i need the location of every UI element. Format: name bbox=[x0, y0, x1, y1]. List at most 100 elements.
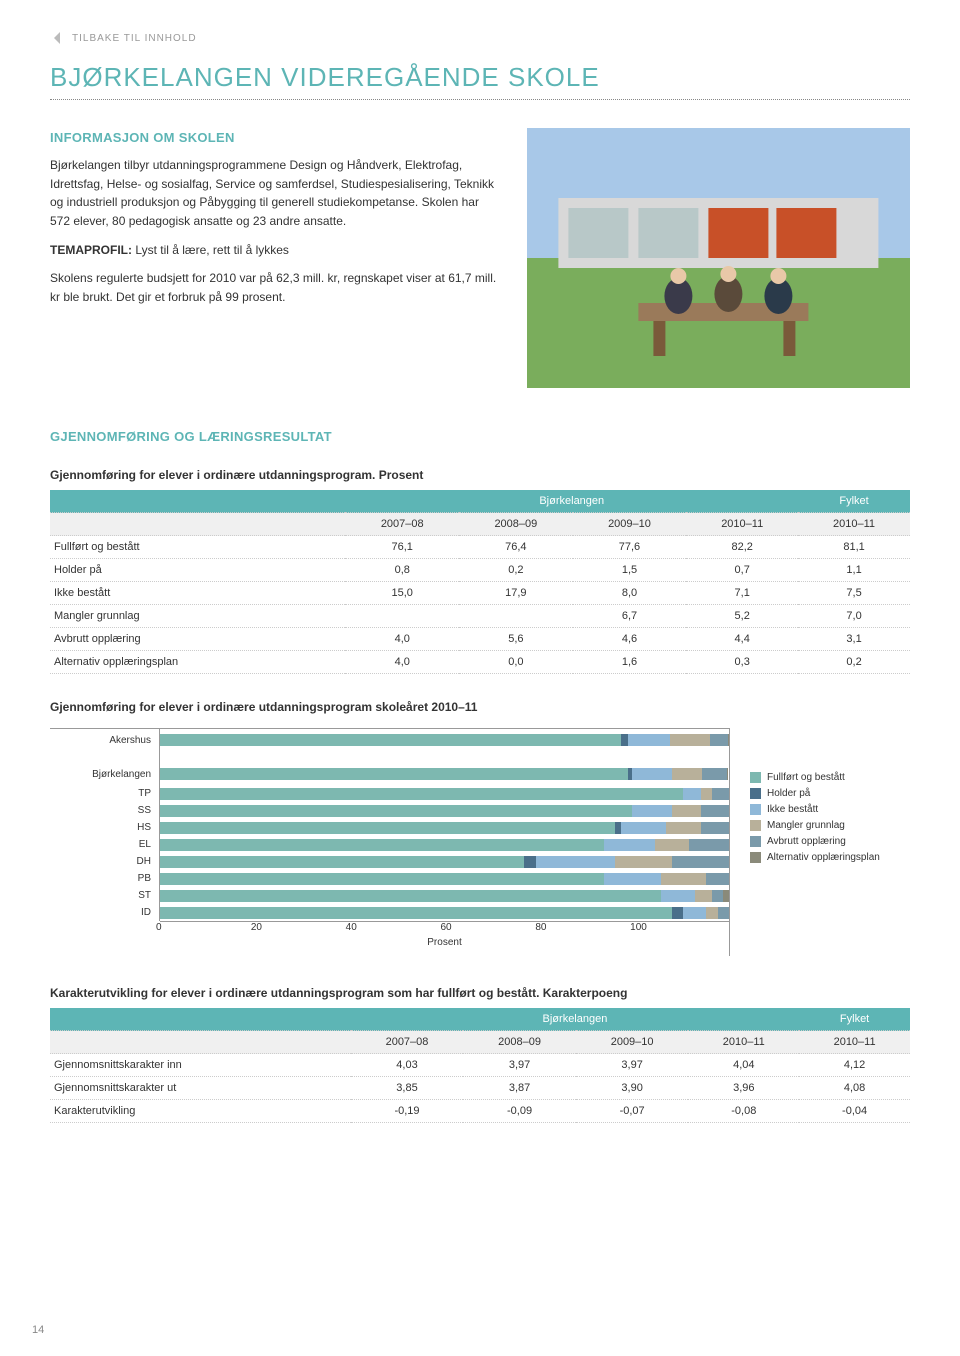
cell: 76,4 bbox=[459, 536, 573, 559]
bar-segment bbox=[670, 734, 710, 746]
x-tick: 20 bbox=[251, 922, 346, 933]
legend-label: Mangler grunnlag bbox=[767, 820, 845, 831]
table-row: Holder på0,80,21,50,71,1 bbox=[50, 559, 910, 582]
x-tick: 60 bbox=[440, 922, 535, 933]
back-link-label: TILBAKE TIL INNHOLD bbox=[72, 33, 197, 44]
legend-label: Alternativ opplæringsplan bbox=[767, 852, 880, 863]
chart-area: AkershusBjørkelangenTPSSHSELDHPBSTID 020… bbox=[50, 728, 730, 956]
cell: 4,0 bbox=[345, 651, 459, 674]
legend-item: Holder på bbox=[750, 788, 910, 799]
cell: 4,08 bbox=[799, 1077, 910, 1100]
bar-segment bbox=[706, 907, 717, 919]
chart-row-label: PB bbox=[50, 870, 160, 887]
bar-segment bbox=[683, 907, 706, 919]
chart-row: DH bbox=[50, 853, 729, 870]
cell: -0,09 bbox=[463, 1100, 576, 1123]
cell: 1,5 bbox=[573, 559, 687, 582]
legend-label: Ikke bestått bbox=[767, 804, 818, 815]
legend-label: Holder på bbox=[767, 788, 810, 799]
bar-segment bbox=[710, 734, 728, 746]
year-header: 2007–08 bbox=[345, 513, 459, 536]
page-title: BJØRKELANGEN VIDEREGÅENDE SKOLE bbox=[50, 62, 910, 93]
cell: 77,6 bbox=[573, 536, 687, 559]
bar-segment bbox=[160, 890, 661, 902]
chart-row-label: Bjørkelangen bbox=[50, 763, 160, 785]
chart-row: EL bbox=[50, 836, 729, 853]
bar-segment bbox=[706, 873, 729, 885]
legend-swatch bbox=[750, 788, 761, 799]
bar-segment bbox=[712, 788, 729, 800]
cell: 82,2 bbox=[686, 536, 798, 559]
cell bbox=[459, 605, 573, 628]
chart-wrap: AkershusBjørkelangenTPSSHSELDHPBSTID 020… bbox=[50, 728, 910, 956]
chart-row: PB bbox=[50, 870, 729, 887]
row-label: Holder på bbox=[50, 559, 345, 582]
cell: 8,0 bbox=[573, 582, 687, 605]
bar-segment bbox=[160, 768, 628, 780]
cell: 4,04 bbox=[688, 1054, 799, 1077]
chart-title: Gjennomføring for elever i ordinære utda… bbox=[50, 700, 910, 714]
cell: 81,1 bbox=[798, 536, 910, 559]
bar-segment bbox=[661, 890, 695, 902]
cell: 1,1 bbox=[798, 559, 910, 582]
cell: 76,1 bbox=[345, 536, 459, 559]
intro-heading: INFORMASJON OM SKOLEN bbox=[50, 128, 497, 148]
chart-row-label: SS bbox=[50, 802, 160, 819]
cell: 0,2 bbox=[798, 651, 910, 674]
bar-segment bbox=[712, 890, 723, 902]
chart-row: Bjørkelangen bbox=[50, 763, 729, 785]
chart-x-axis: 020406080100 bbox=[160, 921, 729, 933]
bar-segment bbox=[160, 856, 524, 868]
bar-segment bbox=[621, 822, 667, 834]
cell: 7,5 bbox=[798, 582, 910, 605]
back-link[interactable]: TILBAKE TIL INNHOLD bbox=[50, 30, 910, 46]
bar-segment bbox=[160, 907, 672, 919]
row-label: Fullført og bestått bbox=[50, 536, 345, 559]
year-header: 2009–10 bbox=[573, 513, 687, 536]
intro-paragraph-3: Skolens regulerte budsjett for 2010 var … bbox=[50, 269, 497, 306]
cell: 17,9 bbox=[459, 582, 573, 605]
cell: 7,1 bbox=[686, 582, 798, 605]
legend-item: Fullført og bestått bbox=[750, 772, 910, 783]
table-row: Karakterutvikling-0,19-0,09-0,07-0,08-0,… bbox=[50, 1100, 910, 1123]
bar-segment bbox=[683, 788, 700, 800]
bar-segment bbox=[701, 805, 729, 817]
cell: 4,4 bbox=[686, 628, 798, 651]
chart-row: Akershus bbox=[50, 729, 729, 751]
table2: BjørkelangenFylket2007–082008–092009–102… bbox=[50, 1008, 910, 1123]
intro-row: INFORMASJON OM SKOLEN Bjørkelangen tilby… bbox=[50, 128, 910, 393]
bar-segment bbox=[661, 873, 707, 885]
cell: 0,3 bbox=[686, 651, 798, 674]
year-header: 2010–11 bbox=[799, 1031, 910, 1054]
bar-segment bbox=[632, 805, 672, 817]
bar-segment bbox=[160, 788, 683, 800]
legend-swatch bbox=[750, 804, 761, 815]
bar-segment bbox=[160, 873, 604, 885]
intro-temaprofil: TEMAPROFIL: Lyst til å lære, rett til å … bbox=[50, 241, 497, 260]
school-photo bbox=[527, 128, 910, 388]
cell: 4,6 bbox=[573, 628, 687, 651]
bar-segment bbox=[723, 890, 729, 902]
chart-row-label: EL bbox=[50, 836, 160, 853]
row-label: Karakterutvikling bbox=[50, 1100, 351, 1123]
temaprofil-text: Lyst til å lære, rett til å lykkes bbox=[132, 243, 289, 257]
table1-caption: Gjennomføring for elever i ordinære utda… bbox=[50, 468, 910, 482]
row-label: Ikke bestått bbox=[50, 582, 345, 605]
cell: 3,1 bbox=[798, 628, 910, 651]
chart-row-label: ST bbox=[50, 887, 160, 904]
cell: 1,6 bbox=[573, 651, 687, 674]
chart-row: SS bbox=[50, 802, 729, 819]
table-row: Fullført og bestått76,176,477,682,281,1 bbox=[50, 536, 910, 559]
cell: 0,2 bbox=[459, 559, 573, 582]
x-tick: 40 bbox=[346, 922, 441, 933]
temaprofil-label: TEMAPROFIL: bbox=[50, 243, 132, 257]
bar-segment bbox=[536, 856, 616, 868]
year-header: 2008–09 bbox=[463, 1031, 576, 1054]
table-row: Gjennomsnittskarakter inn4,033,973,974,0… bbox=[50, 1054, 910, 1077]
table-row: Ikke bestått15,017,98,07,17,5 bbox=[50, 582, 910, 605]
legend-label: Avbrutt opplæring bbox=[767, 836, 846, 847]
chart-row: HS bbox=[50, 819, 729, 836]
chart-row-label: HS bbox=[50, 819, 160, 836]
cell: 3,87 bbox=[463, 1077, 576, 1100]
bar-segment bbox=[615, 856, 672, 868]
